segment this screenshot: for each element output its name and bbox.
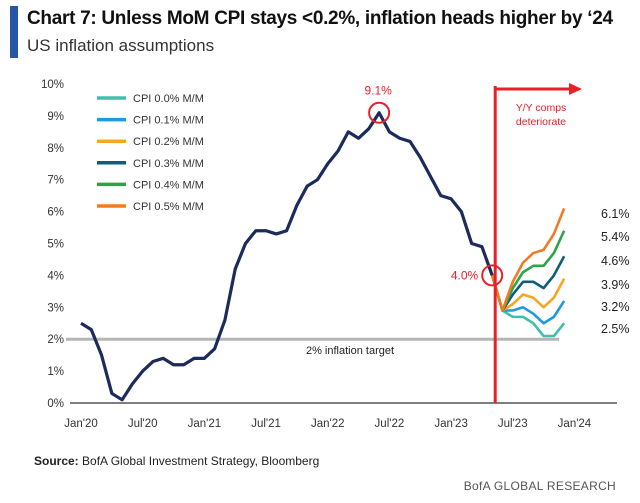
x-tick-label: Jul'20 xyxy=(128,418,158,430)
end-label: 4.6% xyxy=(601,254,630,268)
y-tick-label: 3% xyxy=(47,302,64,314)
source-text: BofA Global Investment Strategy, Bloombe… xyxy=(82,454,320,468)
target-label: 2% inflation target xyxy=(306,345,394,357)
peak-highlight-circle xyxy=(368,101,391,124)
end-label: 6.1% xyxy=(601,207,630,221)
x-tick-label: Jul'23 xyxy=(498,418,528,430)
latest-label: 4.0% xyxy=(451,268,479,282)
arrow-right-icon xyxy=(569,83,582,95)
projection-line-5 xyxy=(490,207,566,312)
x-tick-label: Jul'21 xyxy=(251,418,281,430)
chart-subtitle: US inflation assumptions xyxy=(27,36,215,55)
legend-label: CPI 0.2% M/M xyxy=(133,136,204,148)
y-tick-label: 1% xyxy=(47,366,64,378)
legend-label: CPI 0.3% M/M xyxy=(133,158,204,170)
y-tick-label: 9% xyxy=(47,111,64,123)
legend-label: CPI 0.5% M/M xyxy=(133,201,204,213)
actual-cpi-line xyxy=(80,111,494,402)
latest-highlight-circle xyxy=(481,264,504,287)
x-tick-label: Jul'22 xyxy=(375,418,405,430)
source-note: Source: BofA Global Investment Strategy,… xyxy=(34,454,319,468)
end-label: 3.2% xyxy=(601,300,630,314)
x-tick-label: Jan'22 xyxy=(311,418,345,430)
x-tick-label: Jan'23 xyxy=(434,418,468,430)
legend-label: CPI 0.1% M/M xyxy=(133,115,204,127)
source-label: Source: xyxy=(34,454,79,468)
end-label: 5.4% xyxy=(601,230,630,244)
legend-label: CPI 0.0% M/M xyxy=(133,93,204,105)
title-accent-bar xyxy=(10,6,18,58)
divider-label-line2: deteriorate xyxy=(516,116,566,128)
peak-label: 9.1% xyxy=(364,84,392,98)
chart-title: Chart 7: Unless MoM CPI stays <0.2%, inf… xyxy=(27,8,613,29)
y-tick-label: 10% xyxy=(41,79,64,91)
end-label: 3.9% xyxy=(601,278,630,292)
y-tick-label: 8% xyxy=(47,143,64,155)
projection-line-3 xyxy=(490,255,566,312)
brand-footer: BofA GLOBAL RESEARCH xyxy=(463,479,616,493)
x-tick-label: Jan'24 xyxy=(558,418,592,430)
legend-label: CPI 0.4% M/M xyxy=(133,179,204,191)
x-tick-label: Jan'21 xyxy=(188,418,222,430)
y-tick-label: 4% xyxy=(47,270,64,282)
divider-label-line1: Y/Y comps xyxy=(516,102,567,114)
y-tick-label: 7% xyxy=(47,175,64,187)
y-tick-label: 2% xyxy=(47,334,64,346)
y-tick-label: 6% xyxy=(47,207,64,219)
y-tick-label: 0% xyxy=(47,398,64,410)
y-tick-label: 5% xyxy=(47,239,64,251)
x-tick-label: Jan'20 xyxy=(64,418,98,430)
end-label: 2.5% xyxy=(601,322,630,336)
